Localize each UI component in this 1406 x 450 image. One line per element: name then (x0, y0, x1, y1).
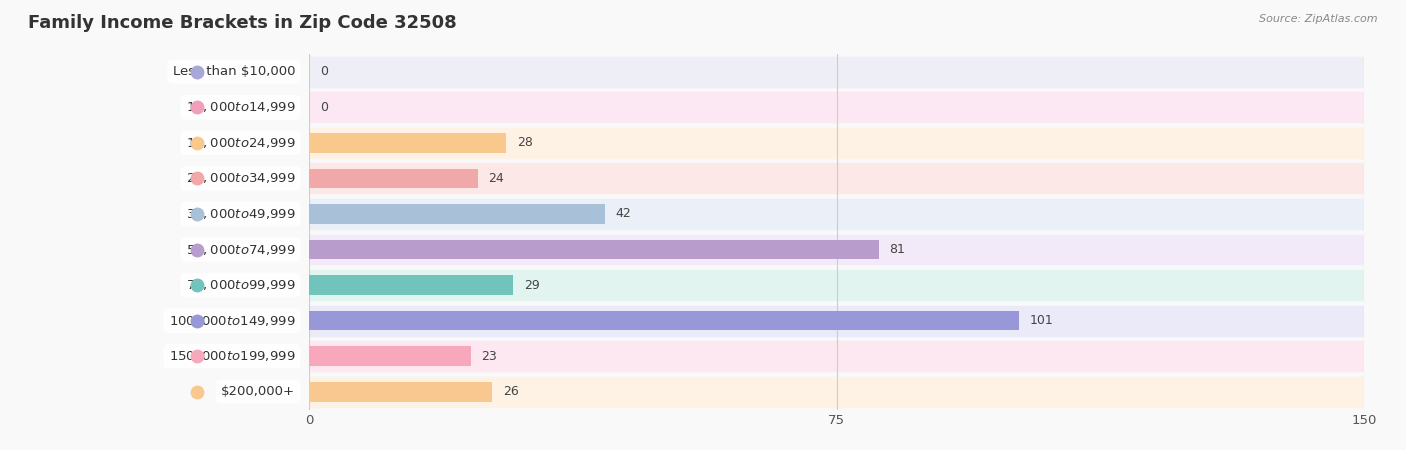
Text: 81: 81 (890, 243, 905, 256)
Text: 42: 42 (616, 207, 631, 220)
Bar (309, 311, 1019, 330)
Text: $75,000 to $99,999: $75,000 to $99,999 (186, 278, 295, 292)
Text: 23: 23 (481, 350, 498, 363)
Bar (309, 199, 1364, 229)
Text: 0: 0 (321, 101, 328, 114)
Bar (309, 275, 513, 295)
Bar (309, 133, 506, 153)
Text: Family Income Brackets in Zip Code 32508: Family Income Brackets in Zip Code 32508 (28, 14, 457, 32)
Text: $200,000+: $200,000+ (221, 385, 295, 398)
Bar (309, 341, 1364, 371)
Bar (309, 92, 1364, 122)
Text: $15,000 to $24,999: $15,000 to $24,999 (186, 136, 295, 150)
Text: $50,000 to $74,999: $50,000 to $74,999 (186, 243, 295, 256)
Bar (309, 234, 1364, 265)
Bar (309, 57, 1364, 87)
Bar (309, 346, 471, 366)
Text: Less than $10,000: Less than $10,000 (173, 65, 295, 78)
Text: 101: 101 (1029, 314, 1053, 327)
Bar (309, 270, 1364, 300)
Text: $25,000 to $34,999: $25,000 to $34,999 (186, 171, 295, 185)
Text: $35,000 to $49,999: $35,000 to $49,999 (186, 207, 295, 221)
Bar (309, 204, 605, 224)
Bar (309, 128, 1364, 158)
Bar (309, 377, 1364, 407)
Bar (309, 240, 879, 259)
Text: 0: 0 (321, 65, 328, 78)
Bar (309, 169, 478, 188)
Text: 28: 28 (517, 136, 533, 149)
Text: 29: 29 (524, 279, 540, 292)
Text: $10,000 to $14,999: $10,000 to $14,999 (186, 100, 295, 114)
Bar (309, 306, 1364, 336)
Text: 26: 26 (503, 385, 519, 398)
Text: $100,000 to $149,999: $100,000 to $149,999 (169, 314, 295, 328)
Text: 24: 24 (489, 172, 505, 185)
Text: Source: ZipAtlas.com: Source: ZipAtlas.com (1260, 14, 1378, 23)
Bar (309, 382, 492, 401)
Bar (309, 163, 1364, 194)
Text: $150,000 to $199,999: $150,000 to $199,999 (169, 349, 295, 363)
